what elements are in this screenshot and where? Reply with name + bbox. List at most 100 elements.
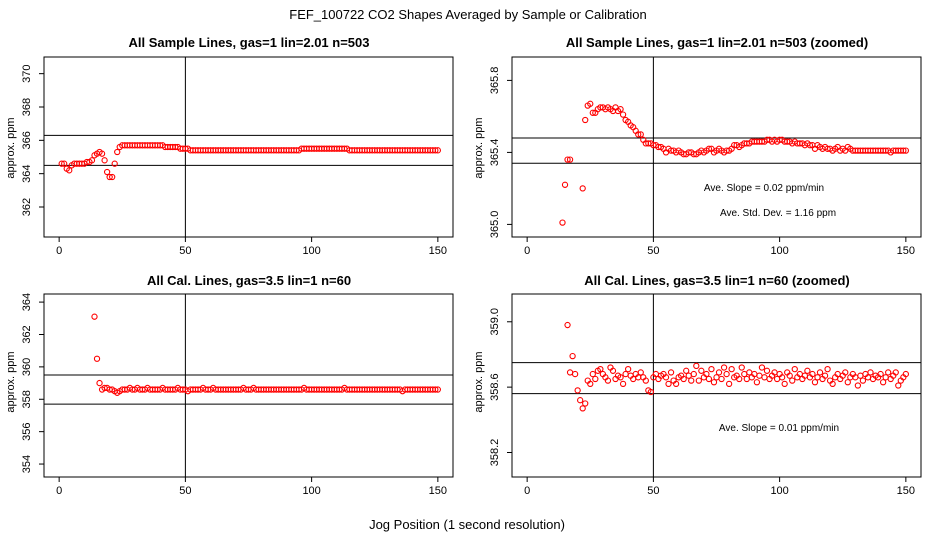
data-point [647,388,655,396]
data-point [723,370,730,378]
y-axis-label: approx. ppm [473,117,485,178]
data-point [824,366,831,373]
data-point [571,370,579,378]
data-point [756,372,763,379]
x-tick-label: 0 [524,485,530,497]
y-tick-label: 358 [21,390,33,408]
y-tick-label: 356 [21,422,33,440]
data-point [564,156,571,163]
data-point [587,380,594,388]
data-point [569,352,576,360]
panel-title: All Cal. Lines, gas=3.5 lin=1 n=60 [147,273,351,288]
data-point [597,366,604,373]
data-point [106,173,113,181]
x-tick-label: 100 [770,245,788,257]
data-point [101,157,108,164]
y-tick-label: 370 [21,64,33,82]
data-point [582,400,589,407]
data-point [109,173,116,181]
data-point [685,372,692,379]
data-point [859,377,867,384]
data-point [703,370,710,378]
data-point [589,370,596,378]
data-point [791,366,798,373]
data-point [829,380,836,388]
data-point [58,160,65,167]
x-tick-label: 50 [179,485,191,497]
data-point [695,377,702,384]
y-axis-label: approx. ppm [5,351,17,412]
data-point [66,167,73,174]
data-point [680,375,687,383]
data-point [811,379,819,386]
data-point [434,386,442,393]
data-point [753,379,761,386]
data-point [809,370,816,378]
data-point [609,367,617,374]
data-point [635,131,642,138]
data-point [892,369,899,376]
data-point [778,374,786,381]
x-tick-label: 50 [647,245,659,257]
data-point [566,156,574,163]
y-axis-label: approx. ppm [5,117,17,178]
data-point [589,109,596,116]
data-point [763,367,771,374]
data-point [773,375,781,383]
slope-annotation: Ave. Slope = 0.02 ppm/min [704,183,824,194]
panel-cal-lines: All Cal. Lines, gas=3.5 lin=1 n=60 appro… [5,273,454,497]
x-tick-label: 0 [56,485,62,497]
y-tick-label: 362 [21,198,33,216]
data-point [842,369,849,376]
y-tick-label: 365.0 [489,211,501,239]
data-point [758,364,766,371]
data-point [683,367,690,374]
data-point [715,369,723,376]
data-point [564,321,571,329]
data-point [93,355,101,362]
data-point [713,374,720,381]
y-tick-label: 366 [21,131,33,149]
data-point [579,185,586,192]
x-tick-label: 50 [647,485,659,497]
data-point [693,362,700,370]
data-point [781,380,788,388]
data-point [705,145,713,152]
data-point [854,382,862,389]
data-point [91,313,98,320]
data-point [432,147,439,154]
data-point [98,150,106,157]
data-point [814,374,821,381]
y-tick-label: 365.8 [489,67,501,95]
data-point [804,367,811,374]
x-tick-label: 150 [897,485,915,497]
data-point [592,375,599,383]
data-point [844,379,851,386]
y-tick-label: 368 [21,98,33,116]
data-point [718,375,725,383]
data-point [710,379,718,386]
data-point [637,369,644,376]
data-point [604,377,612,384]
data-point [579,405,586,412]
data-point [624,366,632,373]
x-tick-label: 100 [302,485,320,497]
data-point [103,168,111,176]
data-point [746,369,753,376]
data-point [789,377,796,384]
x-tick-label: 100 [770,485,788,497]
data-point [619,380,627,388]
data-point [622,370,629,378]
data-point [582,116,589,124]
data-point [708,366,715,373]
data-point [786,372,793,379]
data-point [705,375,713,383]
panel-title: All Sample Lines, gas=1 lin=2.01 n=503 (… [566,35,868,50]
data-point [761,374,768,381]
y-tick-label: 364 [21,293,33,311]
data-point [566,369,574,376]
data-point [688,377,695,384]
plot-frame [43,56,454,238]
data-point [882,374,889,381]
